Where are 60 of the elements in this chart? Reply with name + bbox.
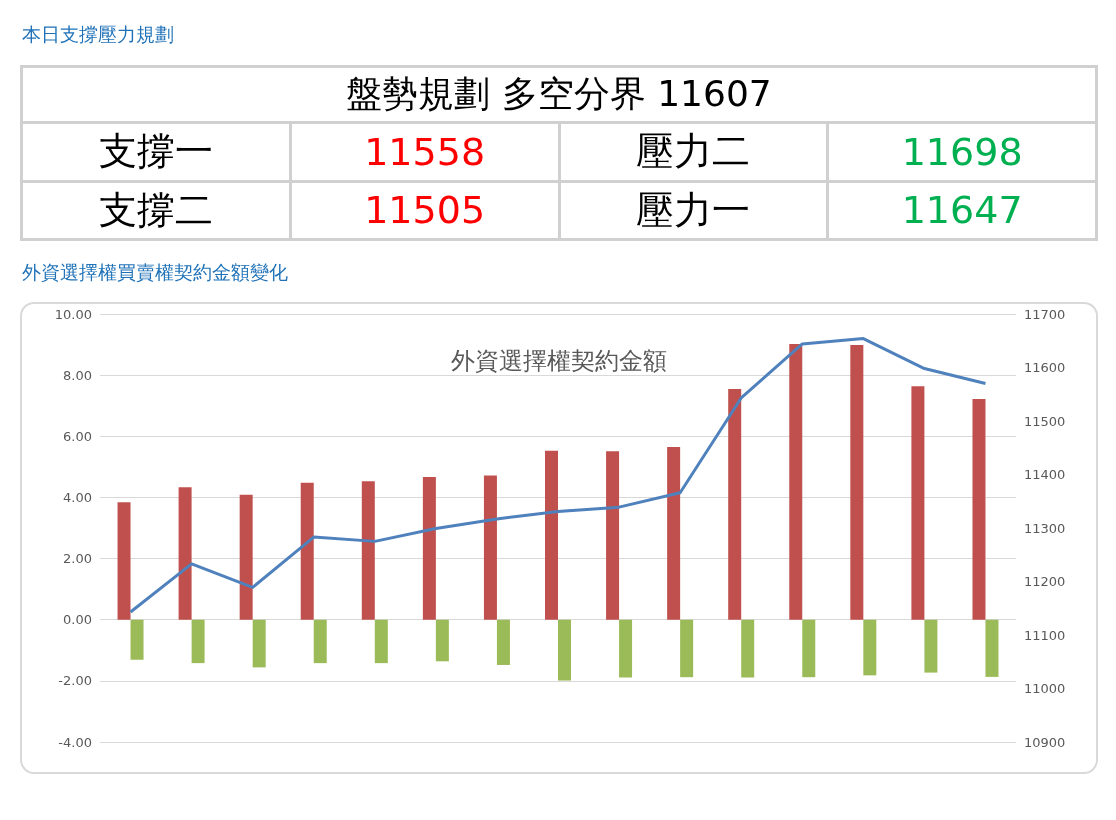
text: 壓力一 xyxy=(559,181,828,240)
bar xyxy=(252,619,266,668)
text: 11647 xyxy=(827,181,1097,240)
y-tick-label: -2.00 xyxy=(58,673,92,689)
text: 盤勢規劃 多空分界 11607 xyxy=(21,66,1097,123)
y2-tick-label: 11600 xyxy=(1024,360,1066,375)
y-tick-label: 8.00 xyxy=(63,367,92,383)
bar xyxy=(667,446,681,620)
bar xyxy=(741,619,755,678)
bar xyxy=(972,398,986,620)
bar xyxy=(313,619,327,664)
y-tick-label: 10.00 xyxy=(54,306,92,322)
text: 支撐二 xyxy=(21,181,291,240)
y2-tick-label: 11400 xyxy=(1024,467,1066,482)
bar xyxy=(496,619,510,665)
text: 本日支撐壓力規劃 xyxy=(22,22,174,47)
bar xyxy=(435,619,449,662)
bar xyxy=(606,451,620,620)
text: 11698 xyxy=(827,122,1097,182)
bar xyxy=(191,619,205,664)
y-tick-label: 4.00 xyxy=(63,489,92,505)
line-series xyxy=(129,337,987,614)
bar xyxy=(300,482,314,620)
bar xyxy=(802,619,816,678)
y2-tick-label: 11000 xyxy=(1024,681,1066,696)
bar xyxy=(239,494,253,620)
bar xyxy=(728,388,742,620)
bar xyxy=(619,619,633,678)
text: 11558 xyxy=(290,122,559,182)
bar xyxy=(545,450,558,620)
text: 11505 xyxy=(290,181,559,240)
y-tick-label: 6.00 xyxy=(63,428,92,444)
bar xyxy=(422,476,436,620)
y2-tick-label: 11100 xyxy=(1024,627,1066,643)
bar xyxy=(789,343,803,620)
y2-tick-label: 11200 xyxy=(1024,574,1066,589)
text: 支撐一 xyxy=(21,122,291,182)
bar xyxy=(911,386,925,620)
chart-subtitle: 外資選擇權買賣權契約金額變化 xyxy=(22,260,288,285)
y2-tick-label: 11700 xyxy=(1024,306,1066,322)
bar xyxy=(985,619,999,677)
bar xyxy=(361,481,375,620)
bar xyxy=(483,475,497,620)
bar xyxy=(130,619,144,660)
y-tick-label: -4.00 xyxy=(58,734,92,750)
bar xyxy=(924,619,938,673)
bar xyxy=(117,502,131,620)
bar xyxy=(680,619,694,678)
y-tick-label: 0.00 xyxy=(63,612,92,628)
bar xyxy=(178,487,192,620)
y2-tick-label: 11500 xyxy=(1024,413,1066,429)
bar xyxy=(558,619,571,681)
y-tick-label: 2.00 xyxy=(63,551,92,567)
bar xyxy=(850,344,864,620)
text: 壓力二 xyxy=(559,122,828,182)
y2-tick-label: 11300 xyxy=(1024,520,1066,536)
text: 外資選擇權契約金額 xyxy=(451,347,667,375)
bar xyxy=(374,619,388,664)
bar xyxy=(863,619,877,676)
y2-tick-label: 10900 xyxy=(1024,734,1066,750)
